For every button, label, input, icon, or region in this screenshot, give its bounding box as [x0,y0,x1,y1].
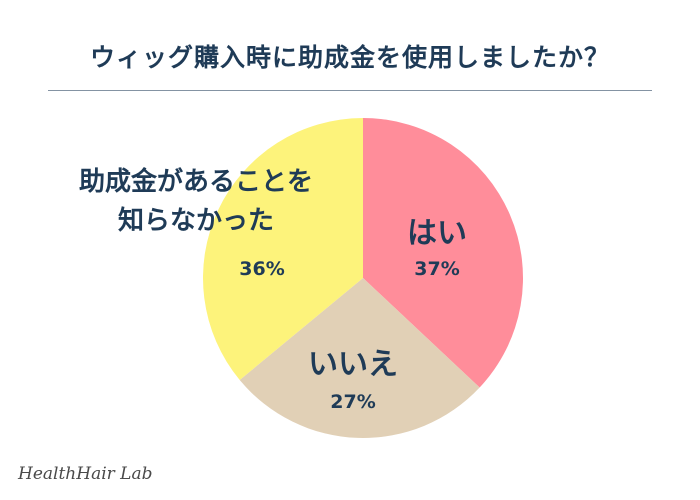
slice-label-1: はい [407,216,467,251]
pie-slice-3 [203,117,363,380]
brand-logo: HealthHair Lab [18,464,153,484]
slice-label-3-line-2: 知らなかった [118,206,274,236]
pie-slice-1 [363,118,523,388]
slice-value-label-2: 27% [330,391,375,413]
title-divider [48,90,652,91]
chart-title: ウィッグ購入時に助成金を使用しましたか？ [89,43,610,72]
slice-label-3-line-1: 助成金があることを [79,166,313,197]
slice-label-2: いいえ [308,347,398,382]
slice-value-label-1: 37% [414,258,459,280]
slice-value-label-3: 36% [239,258,284,280]
pie-slice-2 [239,278,480,438]
